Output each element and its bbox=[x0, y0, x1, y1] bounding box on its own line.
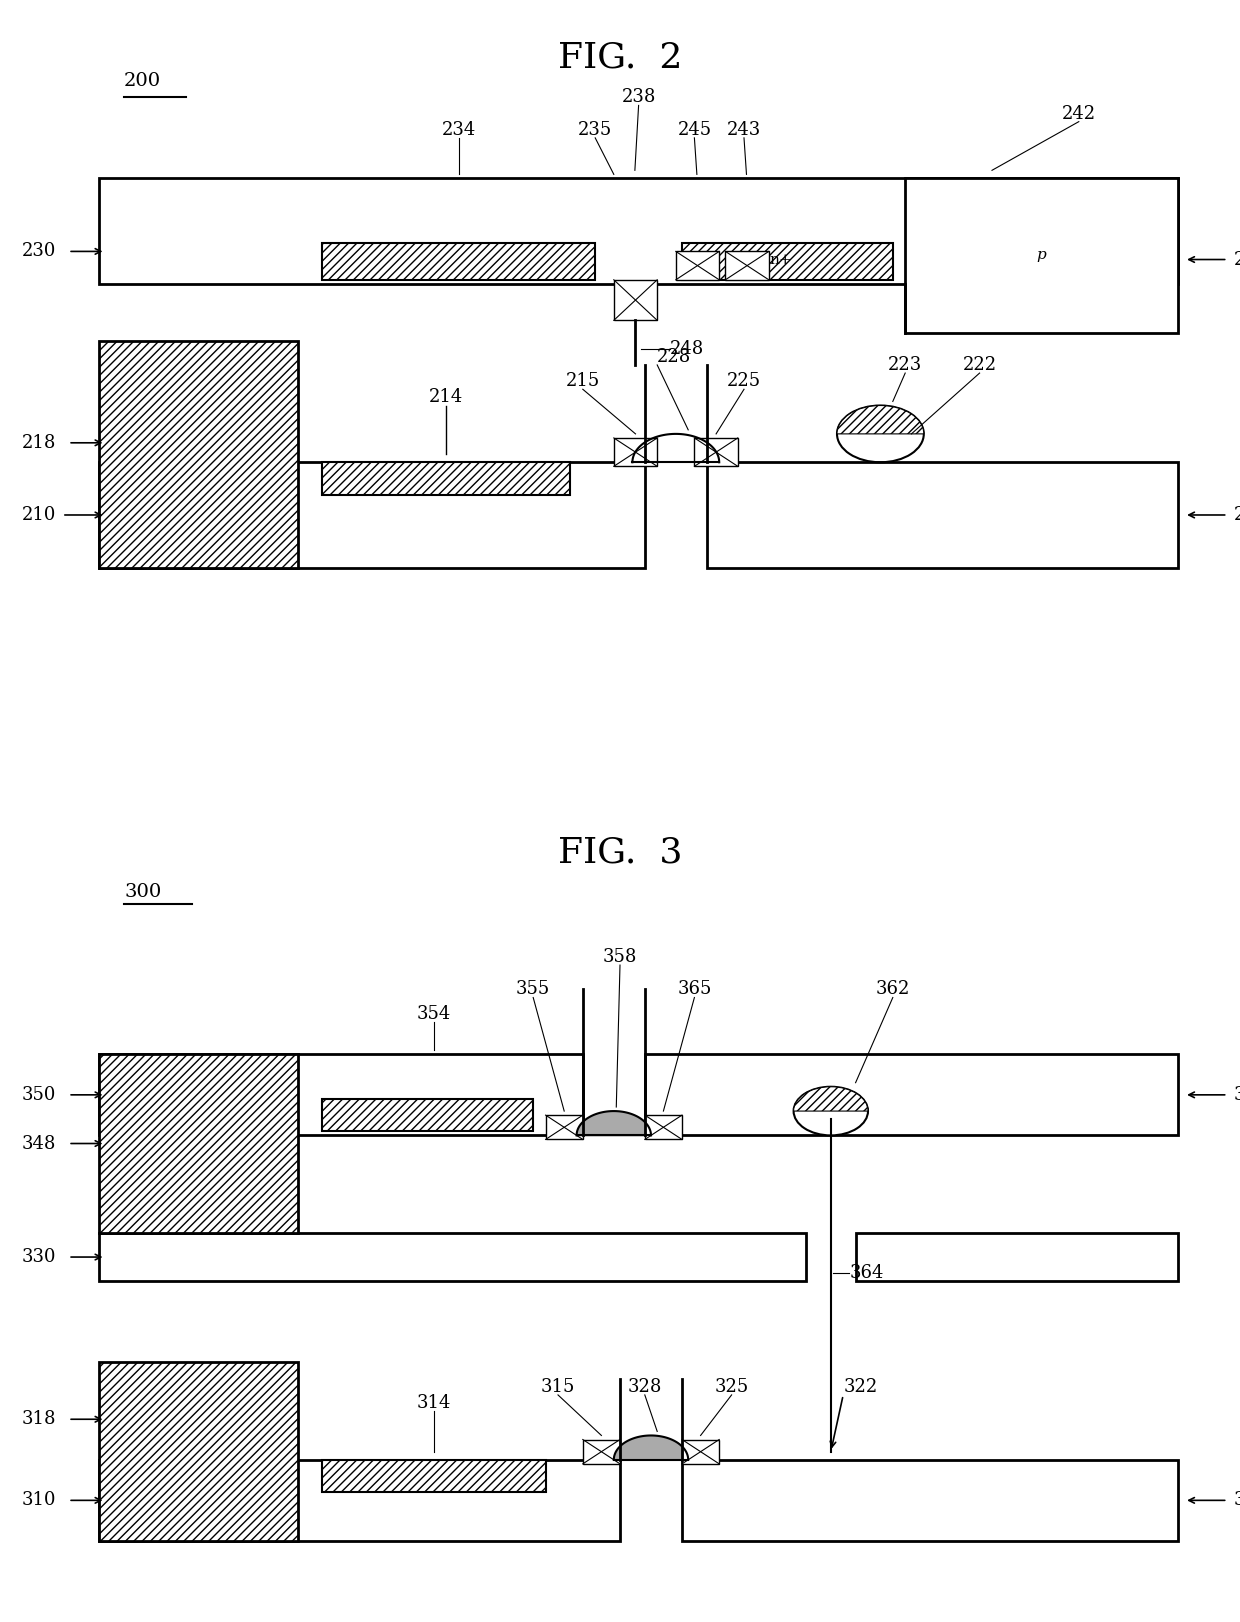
Bar bbox=[614, 279, 657, 321]
Wedge shape bbox=[794, 1087, 868, 1111]
Text: 314: 314 bbox=[417, 1393, 451, 1413]
Text: p: p bbox=[1037, 248, 1047, 263]
Text: 218: 218 bbox=[21, 433, 56, 453]
Text: 220: 220 bbox=[1234, 506, 1240, 524]
Text: 238: 238 bbox=[621, 88, 656, 107]
Bar bbox=[99, 1362, 298, 1541]
Text: 310: 310 bbox=[21, 1491, 56, 1510]
Text: 200: 200 bbox=[124, 71, 161, 91]
Text: 210: 210 bbox=[21, 506, 56, 524]
Bar bbox=[676, 251, 719, 279]
Text: 348: 348 bbox=[21, 1134, 56, 1153]
Text: FIG.  2: FIG. 2 bbox=[558, 41, 682, 75]
Bar bbox=[99, 1233, 806, 1281]
Text: 325: 325 bbox=[714, 1377, 749, 1397]
Bar bbox=[856, 1233, 1178, 1281]
Text: 355: 355 bbox=[516, 980, 551, 999]
Text: 223: 223 bbox=[888, 355, 923, 375]
Wedge shape bbox=[837, 406, 924, 433]
Bar bbox=[322, 243, 595, 279]
Bar bbox=[322, 1100, 533, 1132]
Text: 225: 225 bbox=[727, 371, 761, 391]
Text: 240: 240 bbox=[1234, 250, 1240, 269]
Bar bbox=[645, 1054, 1178, 1135]
Text: 364: 364 bbox=[849, 1264, 884, 1283]
Text: 358: 358 bbox=[603, 947, 637, 967]
Text: 228: 228 bbox=[657, 347, 692, 367]
Text: 234: 234 bbox=[441, 120, 476, 139]
Text: 318: 318 bbox=[21, 1410, 56, 1429]
Circle shape bbox=[794, 1087, 868, 1135]
Bar bbox=[645, 1116, 682, 1139]
Text: 245: 245 bbox=[677, 120, 712, 139]
Bar bbox=[99, 341, 298, 568]
Text: 215: 215 bbox=[565, 371, 600, 391]
Bar bbox=[322, 462, 570, 495]
Text: 322: 322 bbox=[843, 1377, 878, 1397]
Bar bbox=[682, 1440, 719, 1463]
Bar bbox=[322, 1460, 546, 1492]
Bar bbox=[694, 438, 738, 467]
Bar bbox=[99, 1054, 583, 1135]
Text: 320: 320 bbox=[1234, 1491, 1240, 1510]
Bar bbox=[99, 178, 1178, 284]
Text: 350: 350 bbox=[21, 1085, 56, 1105]
Text: 354: 354 bbox=[417, 1004, 451, 1023]
Text: 222: 222 bbox=[962, 355, 997, 375]
Text: 248: 248 bbox=[670, 339, 704, 358]
Text: 365: 365 bbox=[677, 980, 712, 999]
Text: 214: 214 bbox=[429, 388, 464, 407]
Bar bbox=[583, 1440, 620, 1463]
Text: 230: 230 bbox=[21, 242, 56, 261]
Bar bbox=[905, 178, 1178, 333]
Text: FIG.  3: FIG. 3 bbox=[558, 835, 682, 869]
Text: 300: 300 bbox=[124, 882, 161, 902]
Text: 328: 328 bbox=[627, 1377, 662, 1397]
Text: 243: 243 bbox=[727, 120, 761, 139]
Text: 330: 330 bbox=[21, 1247, 56, 1267]
Text: 235: 235 bbox=[578, 120, 613, 139]
Bar bbox=[707, 462, 1178, 568]
Bar bbox=[682, 243, 893, 279]
Text: 362: 362 bbox=[875, 980, 910, 999]
Text: 242: 242 bbox=[1061, 104, 1096, 123]
Bar bbox=[546, 1116, 583, 1139]
Bar bbox=[99, 1460, 620, 1541]
Text: 315: 315 bbox=[541, 1377, 575, 1397]
Bar bbox=[682, 1460, 1178, 1541]
Bar bbox=[725, 251, 769, 279]
Text: 360: 360 bbox=[1234, 1085, 1240, 1105]
Bar bbox=[99, 462, 645, 568]
Bar bbox=[614, 438, 657, 467]
Bar bbox=[99, 1054, 298, 1233]
Text: n+: n+ bbox=[770, 253, 792, 266]
